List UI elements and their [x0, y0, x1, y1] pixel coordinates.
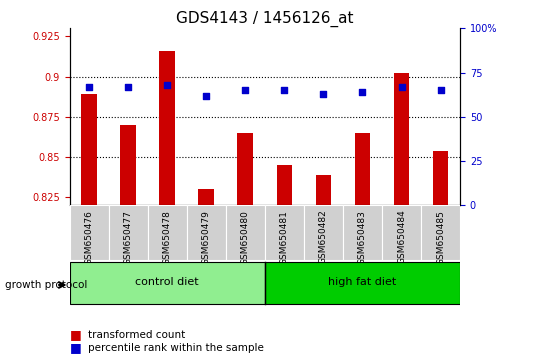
Text: percentile rank within the sample: percentile rank within the sample [88, 343, 264, 353]
FancyBboxPatch shape [421, 205, 460, 260]
Point [202, 93, 211, 98]
Point [85, 84, 94, 90]
FancyBboxPatch shape [148, 205, 187, 260]
Bar [433, 150, 448, 205]
Point [397, 84, 406, 90]
Point [163, 82, 171, 88]
Text: GSM650476: GSM650476 [85, 210, 94, 264]
Point [437, 87, 445, 93]
Text: GSM650482: GSM650482 [319, 210, 328, 264]
Text: GSM650480: GSM650480 [241, 210, 250, 264]
Text: GSM650481: GSM650481 [280, 210, 289, 264]
Text: growth protocol: growth protocol [5, 280, 88, 290]
Bar [81, 94, 97, 205]
Text: transformed count: transformed count [88, 330, 186, 339]
Text: GSM650479: GSM650479 [202, 210, 211, 264]
Text: GSM650477: GSM650477 [124, 210, 133, 264]
Text: ■: ■ [70, 341, 81, 354]
Text: GSM650478: GSM650478 [163, 210, 172, 264]
Point [124, 84, 133, 90]
Text: ■: ■ [70, 328, 81, 341]
Bar [355, 133, 370, 205]
FancyBboxPatch shape [382, 205, 421, 260]
Text: control diet: control diet [135, 277, 199, 287]
FancyBboxPatch shape [109, 205, 148, 260]
Text: GSM650485: GSM650485 [436, 210, 445, 264]
FancyBboxPatch shape [265, 205, 304, 260]
FancyBboxPatch shape [187, 205, 226, 260]
FancyBboxPatch shape [70, 205, 109, 260]
Point [358, 89, 367, 95]
Text: GSM650484: GSM650484 [397, 210, 406, 264]
Bar [277, 165, 292, 205]
FancyBboxPatch shape [265, 262, 460, 304]
Title: GDS4143 / 1456126_at: GDS4143 / 1456126_at [176, 11, 354, 27]
FancyBboxPatch shape [343, 205, 382, 260]
Bar [316, 175, 331, 205]
Point [280, 87, 289, 93]
Point [241, 87, 249, 93]
FancyBboxPatch shape [304, 205, 343, 260]
FancyBboxPatch shape [226, 205, 265, 260]
Bar [198, 189, 214, 205]
Bar [159, 51, 175, 205]
Text: GSM650483: GSM650483 [358, 210, 367, 264]
Text: high fat diet: high fat diet [328, 277, 396, 287]
Bar [120, 125, 136, 205]
Bar [238, 133, 253, 205]
Bar [394, 73, 409, 205]
FancyBboxPatch shape [70, 262, 265, 304]
Point [319, 91, 327, 97]
